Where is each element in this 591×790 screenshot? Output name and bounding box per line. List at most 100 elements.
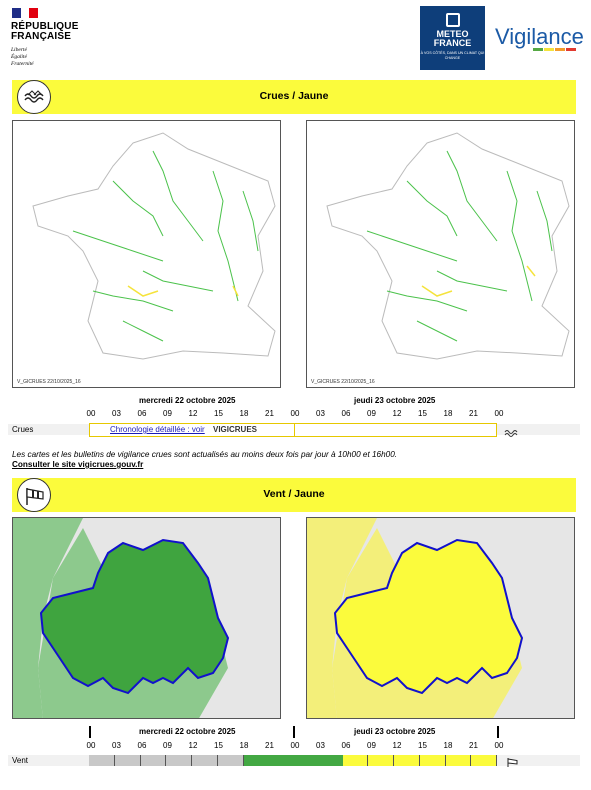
region-map-yellow (307, 518, 524, 718)
vent-hour-12: 12 (392, 741, 402, 750)
crues-map-label-1: V_GICRUES 22/10/2025_16 (17, 379, 81, 385)
crues-section-header: Crues / Jaune (12, 80, 576, 114)
crues-map-label-2: V_GICRUES 22/10/2025_16 (311, 379, 375, 385)
flood-waves-small-icon (504, 424, 520, 442)
mf-tagline: À VOS CÔTÉS, DANS UN CLIMAT QUI CHANGE (420, 51, 485, 60)
crues-hour-4: 12 (188, 409, 198, 418)
mf-name-line1: METEO (436, 29, 469, 39)
crues-timeline-box (89, 423, 497, 437)
republic-motto: Liberté Égalité Fraternité (11, 47, 34, 68)
mf-name-line2: FRANCE (433, 38, 472, 48)
crues-hour-15: 21 (469, 409, 478, 418)
vent-hour-0: 00 (86, 741, 96, 750)
vigicrues-logo: VIGICRUES (213, 425, 258, 434)
crues-hour-9: 03 (316, 409, 325, 418)
vent-hour-1: 03 (112, 741, 121, 750)
vigilance-bar-green (533, 48, 543, 51)
motto-egalite: Égalité (11, 54, 27, 60)
vent-tick-mid (293, 726, 295, 738)
crues-hour-8: 00 (290, 409, 300, 418)
vent-day2-label: jeudi 23 octobre 2025 (354, 727, 436, 736)
france-rivers-map (326, 132, 570, 360)
vent-level-segment-12 (394, 755, 420, 766)
windsock-small-icon (506, 755, 520, 773)
crues-hour-14: 18 (443, 409, 453, 418)
vent-row-label: Vent (12, 756, 29, 765)
crues-map-day1: V_GICRUES 22/10/2025_16 (12, 120, 281, 388)
crues-hour-6: 18 (239, 409, 249, 418)
vent-title: Vent / Jaune (263, 488, 325, 500)
vent-hour-4: 12 (188, 741, 198, 750)
vent-level-segment-10 (342, 755, 369, 766)
vent-level-segment-4 (192, 755, 218, 766)
vent-hour-3: 09 (163, 741, 172, 750)
crues-day1-label: mercredi 22 octobre 2025 (139, 396, 236, 405)
vent-level-timeline (89, 755, 497, 766)
vigilance-logo-text: Vigilance (495, 24, 584, 49)
republic-line2: FRANÇAISE (11, 31, 72, 42)
vigilance-bar-yellow (544, 48, 554, 51)
vent-level-segment-1 (114, 755, 141, 766)
vent-level-segment-15 (471, 755, 497, 766)
motto-liberte: Liberté (11, 47, 27, 53)
republique-francaise-logo: RÉPUBLIQUE FRANÇAISE (11, 22, 79, 42)
vent-hour-8: 00 (290, 741, 300, 750)
vent-hour-9: 03 (316, 741, 325, 750)
crues-hour-axis: 00 03 06 09 12 15 18 21 00 03 06 09 12 15 18 21 00 (0, 409, 591, 419)
vent-level-segment-6 (243, 755, 269, 766)
vent-map-day1 (12, 517, 281, 719)
crues-hour-5: 15 (214, 409, 223, 418)
crues-hour-1: 03 (112, 409, 121, 418)
vent-day1-label: mercredi 22 octobre 2025 (139, 727, 236, 736)
vent-level-segment-14 (445, 755, 472, 766)
vent-tick-end (497, 726, 499, 738)
republic-line1: RÉPUBLIQUE (11, 21, 79, 32)
region-map-green (13, 518, 230, 718)
vent-level-segment-5 (217, 755, 244, 766)
crues-hour-3: 09 (163, 409, 172, 418)
vent-hour-14: 18 (443, 741, 453, 750)
crues-row-label: Crues (12, 425, 34, 434)
vent-hour-15: 21 (469, 741, 478, 750)
meteo-france-logo: METEO FRANCE À VOS CÔTÉS, DANS UN CLIMAT … (420, 6, 485, 70)
vent-level-segment-8 (293, 755, 318, 766)
crues-hour-13: 15 (418, 409, 427, 418)
vigilance-bar-red (566, 48, 576, 51)
vent-hour-6: 18 (239, 741, 249, 750)
vent-level-segment-13 (419, 755, 446, 766)
vent-level-segment-11 (368, 755, 394, 766)
vigilance-color-bars (533, 48, 576, 51)
vent-hour-axis: 00 03 06 09 12 15 18 21 00 03 06 09 12 15 18 21 00 (0, 741, 591, 751)
vent-hour-2: 06 (137, 741, 147, 750)
vent-hour-11: 09 (367, 741, 376, 750)
vigilance-bar-orange (555, 48, 565, 51)
republique-flag-icon (12, 8, 39, 18)
crues-hour-10: 06 (341, 409, 351, 418)
crues-hour-11: 09 (367, 409, 376, 418)
vent-level-segment-9 (317, 755, 343, 766)
vent-hour-5: 15 (214, 741, 223, 750)
vent-hour-7: 21 (265, 741, 274, 750)
crues-hour-2: 06 (137, 409, 147, 418)
vent-map-day2 (306, 517, 575, 719)
vent-level-segment-3 (166, 755, 192, 766)
crues-day2-label: jeudi 23 octobre 2025 (354, 396, 436, 405)
flood-waves-icon (17, 80, 51, 114)
crues-hour-0: 00 (86, 409, 96, 418)
crues-update-note: Les cartes et les bulletins de vigilance… (12, 450, 398, 459)
chronologie-link[interactable]: Chronologie détaillée : voir (110, 425, 205, 434)
crues-hour-7: 21 (265, 409, 274, 418)
vent-hour-16: 00 (494, 741, 504, 750)
vent-level-segment-2 (140, 755, 167, 766)
vent-level-segment-7 (268, 755, 293, 766)
vent-level-segment-0 (89, 755, 115, 766)
vent-hour-13: 15 (418, 741, 427, 750)
crues-title: Crues / Jaune (259, 90, 329, 102)
meteo-france-emblem-icon (445, 13, 460, 27)
crues-hour-12: 12 (392, 409, 402, 418)
vent-tick-start (89, 726, 91, 738)
crues-hour-16: 00 (494, 409, 504, 418)
vent-hour-10: 06 (341, 741, 351, 750)
crues-day-divider (294, 424, 295, 436)
vigicrues-site-link[interactable]: Consulter le site vigicrues.gouv.fr (12, 460, 144, 469)
